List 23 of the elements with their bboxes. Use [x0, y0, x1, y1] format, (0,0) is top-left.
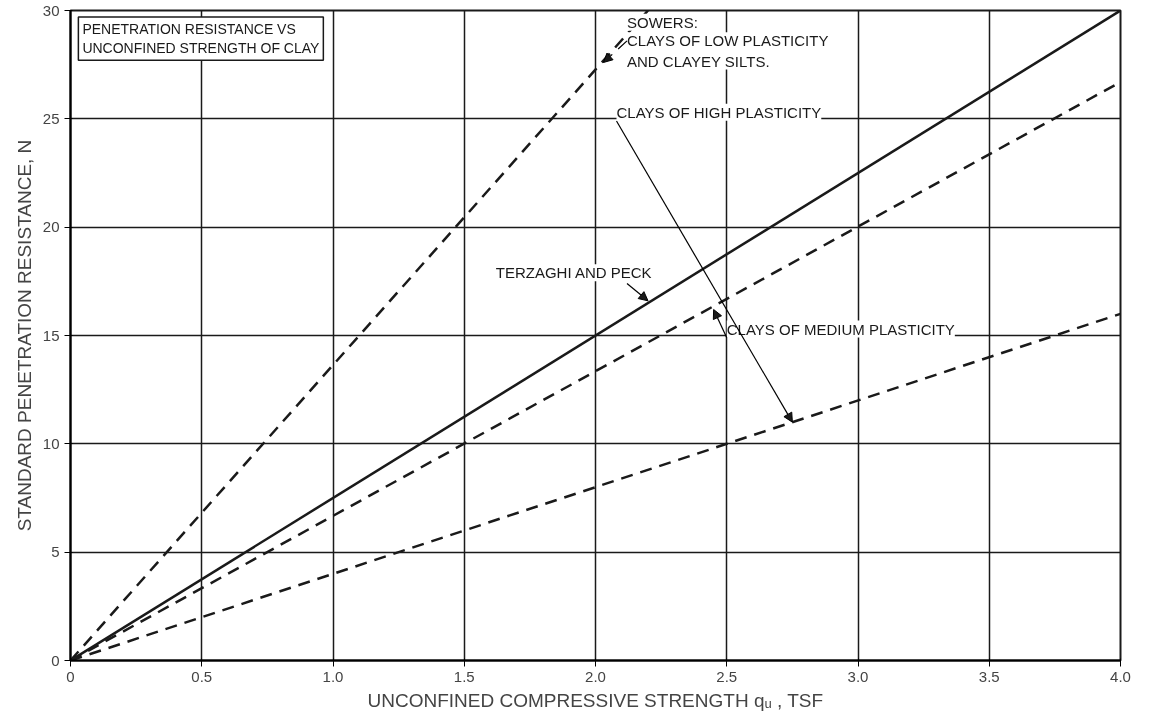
y-tick-label: 30 [42, 1, 60, 19]
y-axis-title: STANDARD PENETRATION RESISTANCE, N [13, 139, 35, 532]
series-label: TERZAGHI AND PECK [495, 264, 652, 282]
x-tick-label: 3.0 [847, 667, 869, 685]
legend-label: CLAYS OF LOW PLASTICITY AND CLAYEY SILTS. [627, 32, 829, 70]
x-tick-label: 1.5 [453, 667, 475, 685]
x-tick-label: 1.0 [322, 667, 344, 685]
y-tick-label: 0 [51, 651, 60, 669]
y-tick-label: 10 [42, 434, 60, 452]
y-tick-label: 25 [42, 109, 60, 127]
y-tick-label: 5 [51, 543, 60, 561]
x-tick-label: 0.5 [191, 667, 213, 685]
x-axis-title: UNCONFINED COMPRESSIVE STRENGTH qᵤ , TSF [367, 689, 824, 711]
text: CLAYS OF HIGH PLASTICITY [616, 103, 822, 121]
x-tick-label: 2.0 [585, 667, 606, 685]
x-tick-label: 3.5 [978, 667, 1000, 685]
text: PENETRATION RESISTANCE VS UNCONFINED STRENGTH OF CLAY [82, 21, 321, 57]
x-tick-label: 2.5 [716, 667, 738, 685]
x-tick-label: 4.0 [1110, 667, 1131, 685]
y-tick-label: 20 [42, 218, 60, 236]
y-tick-label: 15 [42, 326, 60, 344]
x-tick-label: 0 [66, 667, 75, 685]
annotation: SOWERS: [627, 13, 698, 31]
